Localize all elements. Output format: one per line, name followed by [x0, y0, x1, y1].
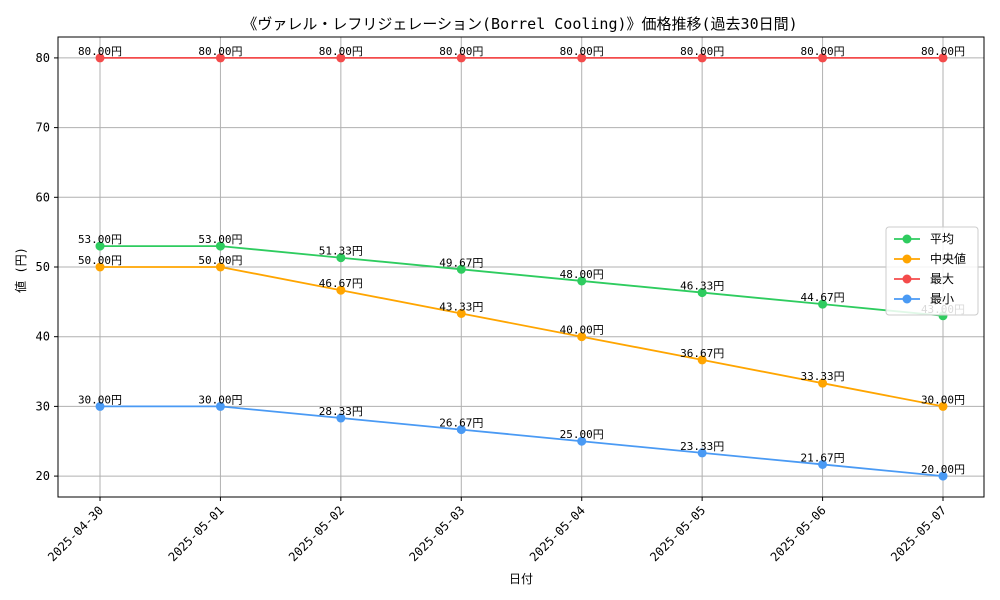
chart-title: 《ヴァレル・レフリジェレーション(Borrel Cooling)》価格推移(過去…	[242, 15, 797, 33]
data-label: 21.67円	[801, 451, 845, 464]
data-point	[697, 53, 707, 63]
data-point	[818, 299, 828, 309]
data-point	[336, 413, 346, 423]
data-label: 23.33円	[680, 440, 724, 453]
data-point	[456, 308, 466, 318]
data-point	[95, 262, 105, 272]
data-label: 36.67円	[680, 347, 724, 360]
data-label: 50.00円	[78, 254, 122, 267]
data-label: 53.00円	[78, 233, 122, 246]
data-point	[95, 241, 105, 251]
data-label: 50.00円	[198, 254, 242, 267]
data-point	[456, 264, 466, 274]
data-label: 30.00円	[198, 393, 242, 406]
series-line-1	[100, 266, 944, 408]
data-label: 80.00円	[801, 45, 845, 58]
data-point	[215, 53, 225, 63]
data-point	[336, 285, 346, 295]
data-label: 43.33円	[439, 300, 483, 313]
data-label: 28.33円	[319, 405, 363, 418]
series-line-3	[100, 405, 944, 477]
plot-area: 20 30 40 50 60 70 80 2025-04-30 2025-05-01 2025-0…	[36, 36, 985, 564]
data-label: 33.33円	[801, 370, 845, 383]
y-tick-label: 50	[36, 260, 50, 274]
data-label: 80.00円	[439, 45, 483, 58]
data-point	[938, 471, 948, 481]
data-point	[456, 53, 466, 63]
x-tick-label: 2025-05-03	[406, 503, 467, 564]
data-label: 80.00円	[319, 45, 363, 58]
data-label: 46.67円	[319, 277, 363, 290]
data-point	[577, 276, 587, 286]
x-tick-label: 2025-05-01	[166, 503, 227, 564]
data-point	[95, 53, 105, 63]
data-point	[697, 448, 707, 458]
data-label: 80.00円	[560, 45, 604, 58]
data-label: 25.00円	[560, 428, 604, 441]
legend-entry-label: 最小	[930, 292, 954, 306]
x-tick-label: 2025-05-07	[888, 503, 949, 564]
x-tick-label: 2025-05-05	[647, 503, 708, 564]
legend-box	[885, 226, 979, 316]
data-point	[215, 262, 225, 272]
data-label: 30.00円	[921, 393, 965, 406]
data-point	[215, 241, 225, 251]
legend-swatch-marker	[902, 234, 912, 244]
data-point	[456, 425, 466, 435]
data-point	[818, 53, 828, 63]
data-point	[95, 401, 105, 411]
series-line-0	[100, 245, 944, 317]
data-label: 80.00円	[680, 45, 724, 58]
y-tick-label: 60	[36, 190, 50, 204]
y-tick-label: 70	[36, 121, 50, 135]
data-point	[577, 436, 587, 446]
data-point	[818, 459, 828, 469]
y-tick-label: 40	[36, 330, 50, 344]
data-point	[577, 332, 587, 342]
data-label: 80.00円	[78, 45, 122, 58]
legend-entry-label: 平均	[930, 232, 954, 246]
data-point	[697, 288, 707, 298]
x-tick-label: 2025-04-30	[45, 503, 106, 564]
data-label: 49.67円	[439, 256, 483, 269]
data-label: 80.00円	[198, 45, 242, 58]
data-point	[336, 53, 346, 63]
y-tick-label: 20	[36, 469, 50, 483]
data-point	[697, 355, 707, 365]
y-tick-label: 80	[36, 51, 50, 65]
x-axis-label: 日付	[509, 572, 533, 586]
y-tick-label: 30	[36, 399, 50, 413]
data-point	[336, 253, 346, 263]
x-tick-label: 2025-05-04	[527, 503, 588, 564]
legend-swatch-marker	[902, 294, 912, 304]
legend-swatch-marker	[902, 274, 912, 284]
data-label: 48.00円	[560, 268, 604, 281]
data-label: 26.67円	[439, 417, 483, 430]
x-tick-label: 2025-05-02	[286, 503, 347, 564]
data-label: 80.00円	[921, 45, 965, 58]
data-point	[215, 401, 225, 411]
data-point	[938, 53, 948, 63]
legend-entry-label: 中央値	[930, 251, 966, 266]
y-axis-label: 値 (円)	[13, 247, 28, 293]
data-point	[818, 378, 828, 388]
data-label: 20.00円	[921, 463, 965, 476]
legend-swatch-marker	[902, 254, 912, 264]
data-label: 53.00円	[198, 233, 242, 246]
data-label: 30.00円	[78, 393, 122, 406]
data-point	[577, 53, 587, 63]
data-point	[938, 401, 948, 411]
data-label: 46.33円	[680, 280, 724, 293]
data-label: 51.33円	[319, 245, 363, 258]
data-label: 40.00円	[560, 324, 604, 337]
legend-entry-label: 最大	[930, 272, 954, 286]
data-label: 44.67円	[801, 291, 845, 304]
x-tick-label: 2025-05-06	[768, 503, 829, 564]
